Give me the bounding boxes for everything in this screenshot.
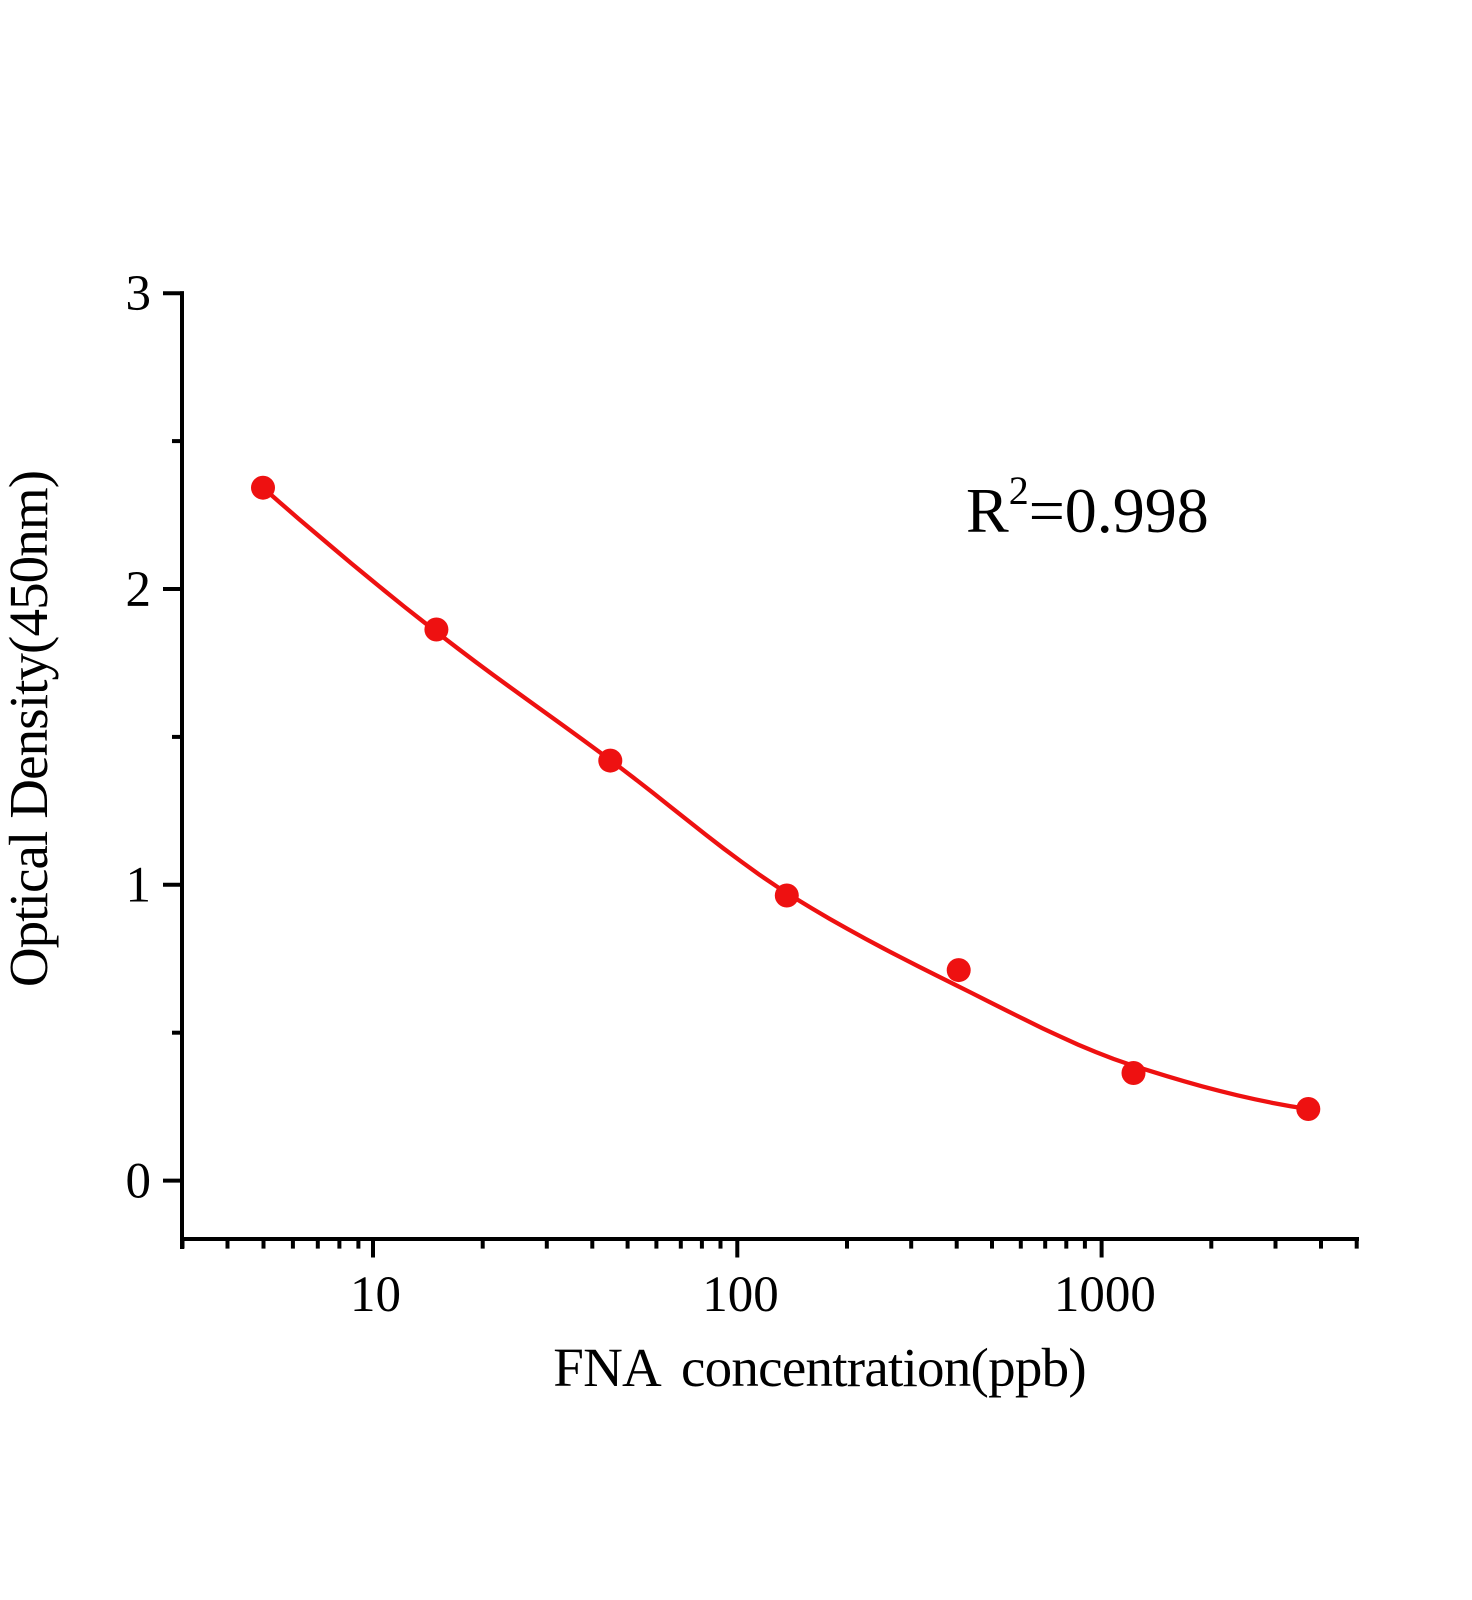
svg-text:0: 0 — [126, 1153, 152, 1209]
svg-text:3: 3 — [126, 266, 152, 322]
svg-text:1000: 1000 — [1054, 1267, 1156, 1323]
svg-text:R2=0.998: R2=0.998 — [966, 468, 1209, 546]
svg-text:2: 2 — [126, 562, 152, 618]
svg-text:Optical Density(450nm): Optical Density(450nm) — [0, 471, 59, 987]
svg-text:1: 1 — [126, 858, 152, 914]
svg-text:100: 100 — [702, 1267, 779, 1323]
svg-text:FNA concentration(ppb): FNA concentration(ppb) — [553, 1337, 1086, 1398]
svg-text:10: 10 — [350, 1267, 401, 1323]
